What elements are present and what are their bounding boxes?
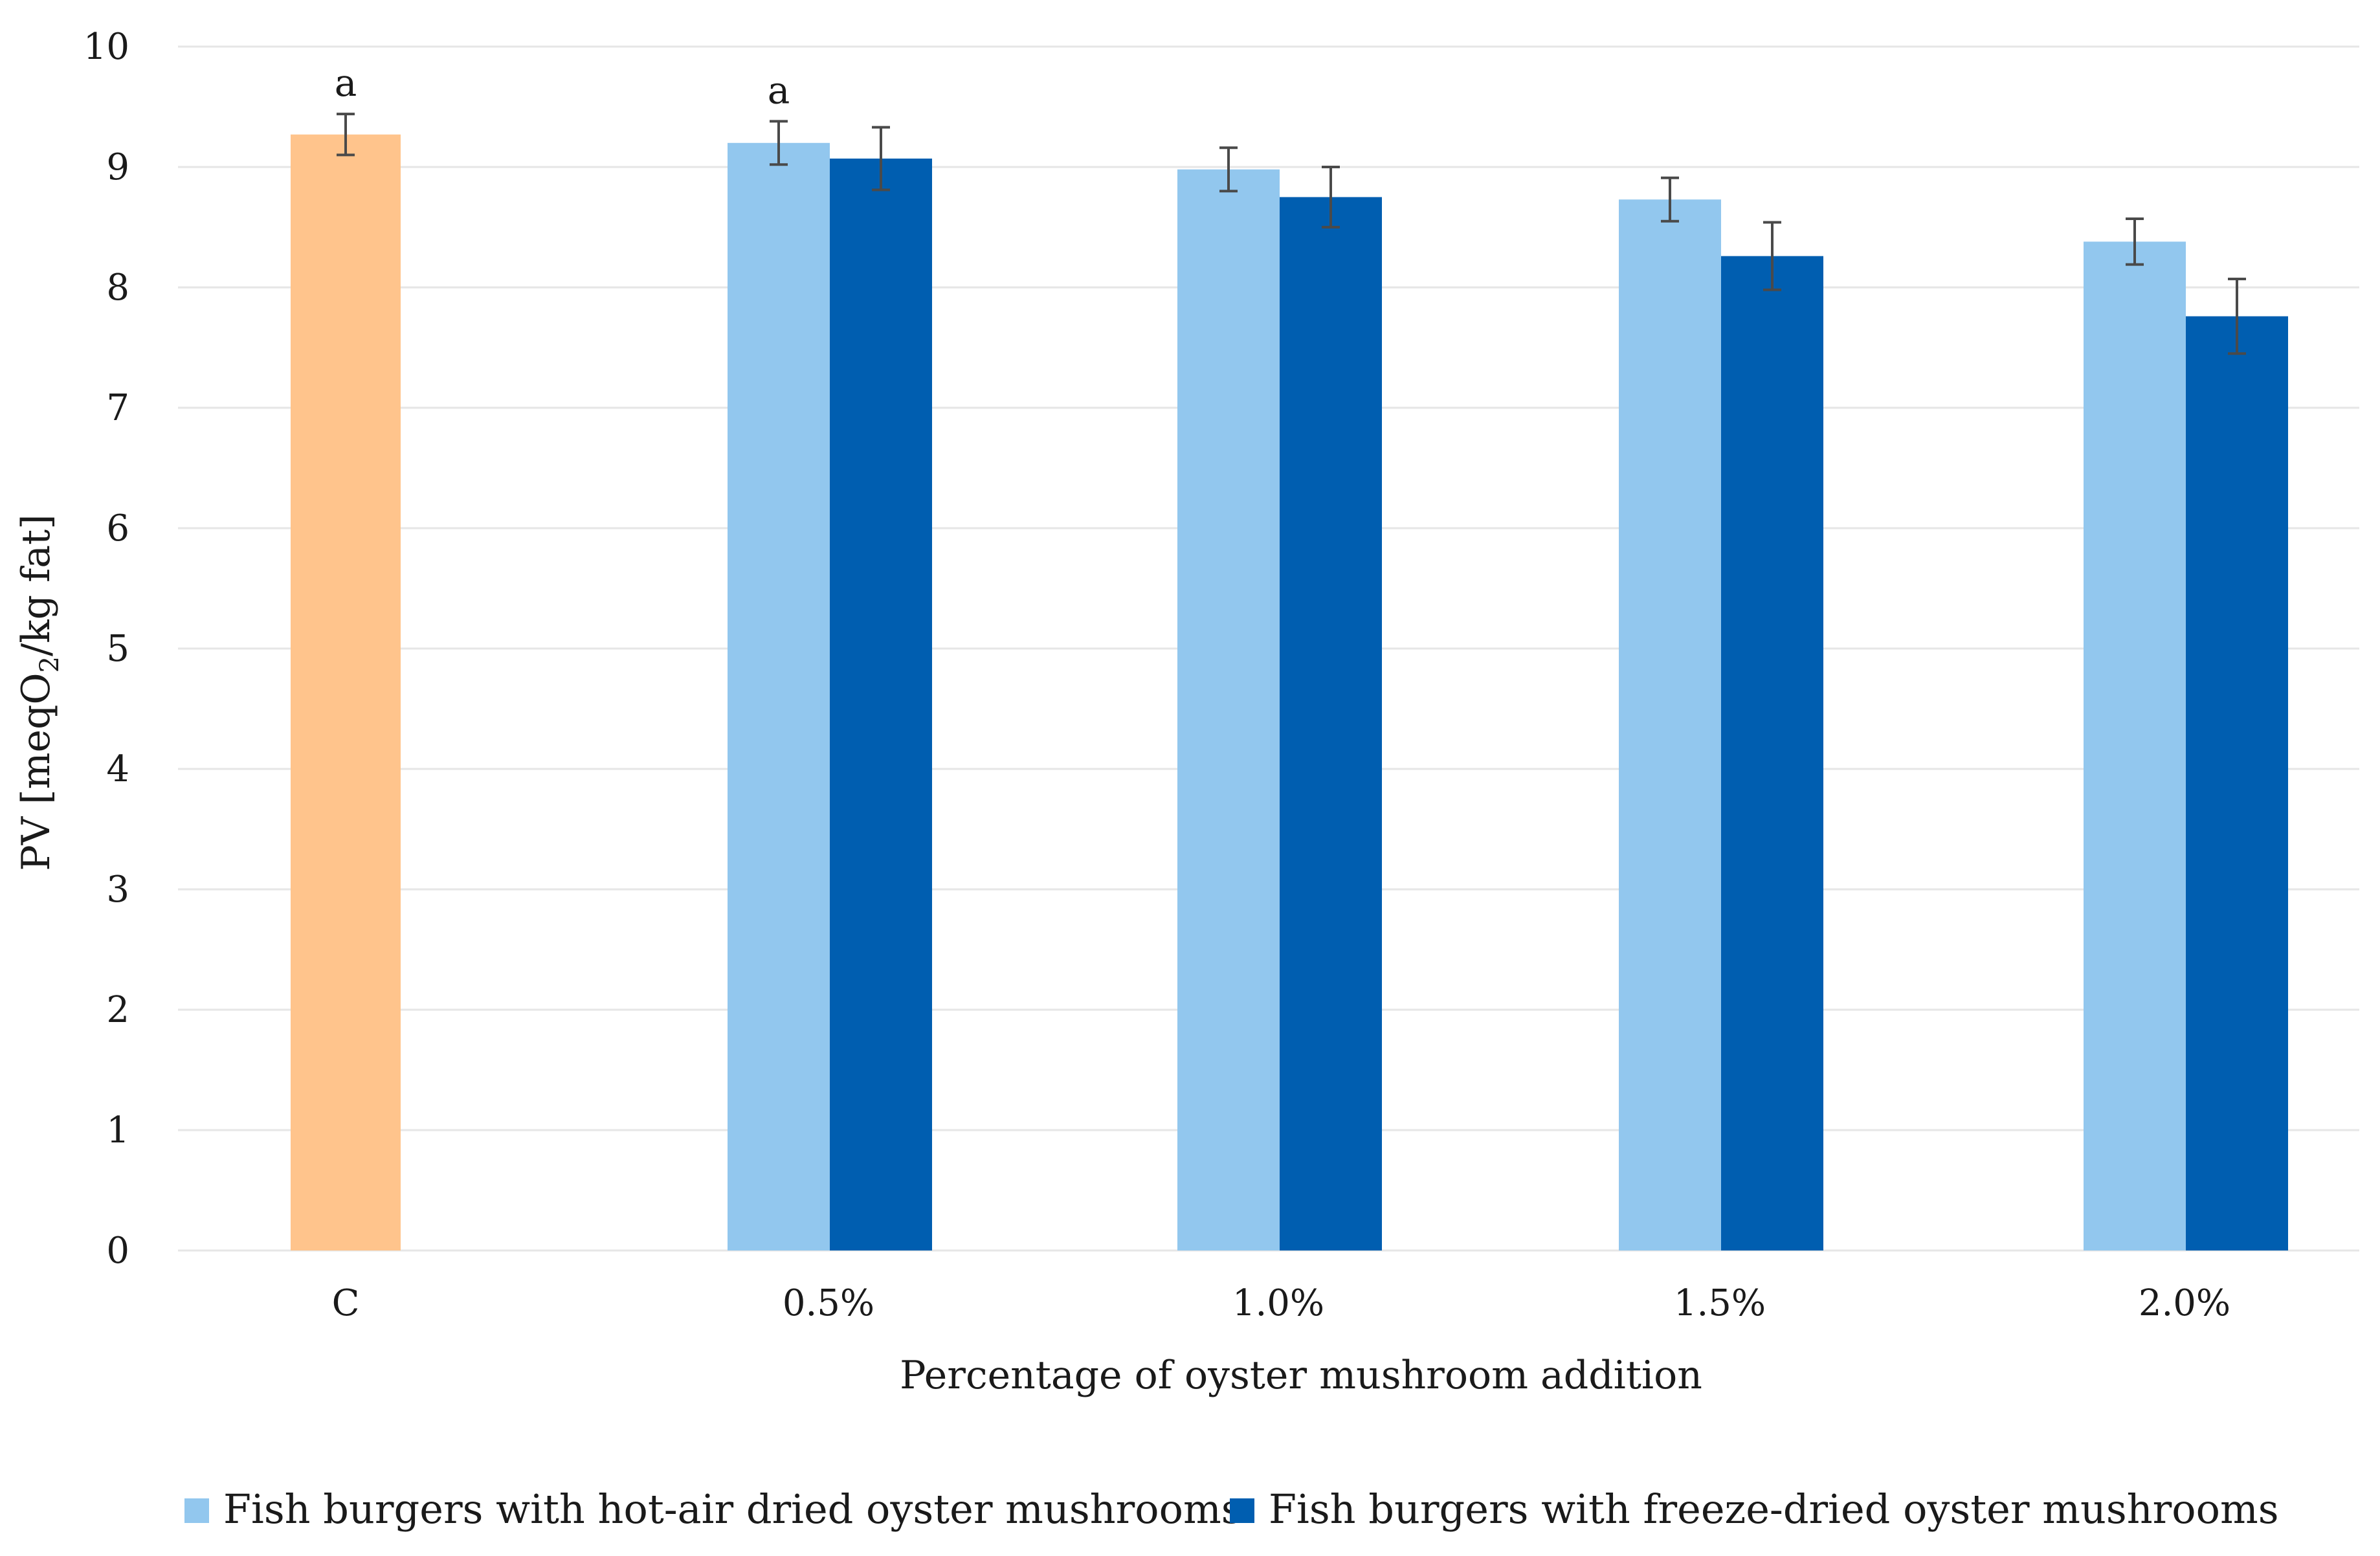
error-bars: [337, 113, 2246, 355]
legend: Fish burgers with hot-air dried oyster m…: [184, 1485, 2279, 1533]
y-axis-title-subscript: 2: [35, 656, 65, 672]
y-tick-label-3: 3: [106, 869, 129, 911]
annotation-control: a: [335, 61, 357, 105]
bar-control: [291, 134, 401, 1250]
y-tick-label-0: 0: [106, 1230, 129, 1272]
y-tick-label-4: 4: [106, 748, 129, 790]
legend-swatch-series1: [184, 1498, 209, 1523]
bar-series1-1.0%: [1177, 169, 1280, 1251]
bar-series2-1.0%: [1280, 197, 1382, 1250]
bar-series1-2.0%: [2084, 241, 2186, 1250]
y-tick-label-6: 6: [106, 507, 129, 550]
y-tick-label-1: 1: [106, 1109, 129, 1151]
y-tick-label-2: 2: [106, 989, 129, 1031]
x-tick-label-1.5%: 1.5%: [1674, 1282, 1766, 1324]
x-tick-label-2.0%: 2.0%: [2139, 1282, 2230, 1324]
y-tick-labels: 0 1 2 3 4 5 6 7 8 9 10: [83, 26, 129, 1272]
annotation-series1-0.5%: a: [768, 68, 790, 112]
x-tick-label-1.0%: 1.0%: [1232, 1282, 1324, 1324]
x-tick-label-C: C: [332, 1282, 360, 1324]
y-tick-label-10: 10: [83, 26, 129, 68]
y-tick-label-8: 8: [106, 267, 129, 309]
legend-label-series1: Fish burgers with hot-air dried oyster m…: [223, 1485, 1242, 1533]
y-axis-title-tail: /kg fat]: [14, 514, 59, 656]
legend-swatch-series2: [1230, 1498, 1254, 1523]
bar-series2-2.0%: [2186, 316, 2288, 1250]
bar-series2-1.5%: [1721, 256, 1823, 1250]
bar-series1-0.5%: [728, 142, 830, 1250]
y-tick-label-9: 9: [106, 146, 129, 188]
y-tick-label-5: 5: [106, 628, 129, 670]
y-axis-title: PV [meqO2/kg fat]: [14, 514, 65, 871]
legend-label-series2: Fish burgers with freeze-dried oyster mu…: [1269, 1485, 2279, 1533]
y-tick-label-7: 7: [106, 387, 129, 429]
bar-series1-1.5%: [1619, 199, 1721, 1251]
bars: [291, 134, 2288, 1251]
x-axis-title: Percentage of oyster mushroom addition: [900, 1353, 1702, 1398]
x-tick-labels: C 0.5% 1.0% 1.5% 2.0%: [332, 1282, 2231, 1324]
bar-series2-0.5%: [830, 158, 932, 1251]
x-tick-label-0.5%: 0.5%: [783, 1282, 874, 1324]
y-axis-title-main: PV [meqO: [14, 672, 59, 871]
